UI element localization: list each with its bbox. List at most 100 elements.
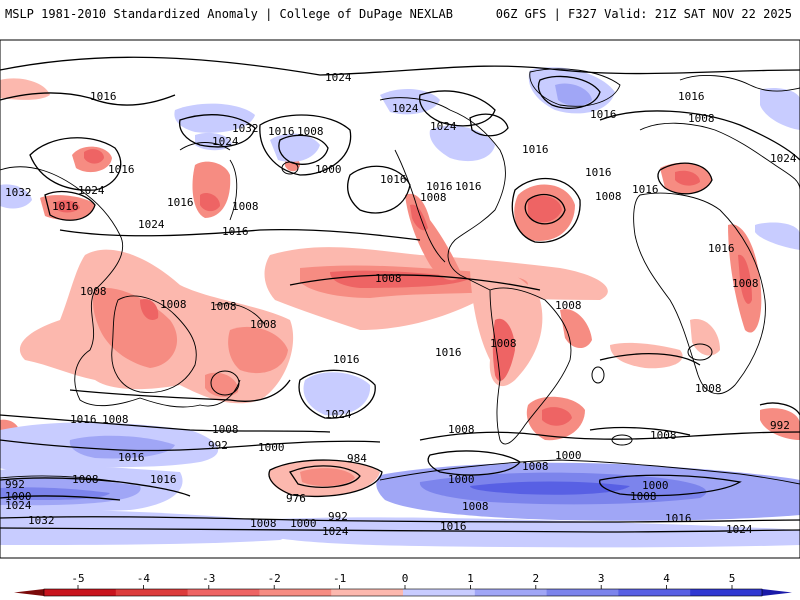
contour-label: 1024 xyxy=(322,525,349,538)
contour-label: 1008 xyxy=(650,429,677,442)
anomaly-patch xyxy=(228,326,288,374)
isobar xyxy=(289,465,361,488)
contour-label: 992 xyxy=(5,478,25,491)
contour-label: 1008 xyxy=(160,298,187,311)
isobar xyxy=(599,353,701,366)
isobar xyxy=(524,193,566,225)
isobar xyxy=(210,370,240,396)
contour-label: 1024 xyxy=(325,408,352,421)
isobar xyxy=(599,110,800,161)
contour-label: 1008 xyxy=(250,517,277,530)
coastline xyxy=(394,149,446,263)
contour-label: 1024 xyxy=(138,218,165,231)
anomaly-patch xyxy=(738,254,752,304)
isobar xyxy=(59,229,421,241)
colorbar-tick-label: -4 xyxy=(137,572,151,585)
colorbar-outline xyxy=(43,588,763,597)
colorbar-swatch xyxy=(44,589,117,596)
anomaly-patch xyxy=(55,200,80,213)
contour-label: 1008 xyxy=(448,423,475,436)
map-border xyxy=(0,39,800,559)
contour-label: 1008 xyxy=(297,125,324,138)
contour-label: 1016 xyxy=(632,183,659,196)
colorbar-tick-label: -3 xyxy=(202,572,215,585)
coastline xyxy=(679,75,800,92)
colorbar-tick-label: 0 xyxy=(402,572,409,585)
isobar xyxy=(427,450,521,476)
contour-label: 1008 xyxy=(232,200,259,213)
anomaly-patch xyxy=(560,309,592,349)
contour-label: 1008 xyxy=(462,500,489,513)
contour-label: 1000 xyxy=(555,449,582,462)
anomaly-patch xyxy=(84,149,104,164)
negative-anomaly-shading xyxy=(0,78,800,497)
anomaly-patch xyxy=(542,407,572,426)
contour-label: 1008 xyxy=(80,285,107,298)
isobar xyxy=(419,431,800,441)
anomaly-patch xyxy=(200,193,220,212)
colorbar-swatch xyxy=(187,589,260,596)
colorbar-swatch xyxy=(403,589,476,596)
colorbar-swatch xyxy=(474,589,548,596)
isobar xyxy=(591,366,605,384)
contour-label: 1008 xyxy=(555,299,582,312)
anomaly-patch xyxy=(755,222,800,250)
isobar xyxy=(44,191,96,221)
contour-label: 1016 xyxy=(90,90,117,103)
isobar xyxy=(0,527,800,533)
contour-label: 1016 xyxy=(52,200,79,213)
isobar xyxy=(419,90,496,127)
isobar xyxy=(589,426,691,436)
contour-label: 1008 xyxy=(102,413,129,426)
contour-label: 1024 xyxy=(392,102,419,115)
contour-label: 1008 xyxy=(695,382,722,395)
anomaly-patch xyxy=(675,170,700,186)
contour-label: 1000 xyxy=(5,490,32,503)
isobar xyxy=(469,113,509,137)
contour-label: 1016 xyxy=(380,173,407,186)
contour-label: 1024 xyxy=(212,135,239,148)
contour-label: 1008 xyxy=(630,490,657,503)
minor-isobars xyxy=(210,161,713,446)
contour-label: 1016 xyxy=(108,163,135,176)
isobar xyxy=(0,92,176,106)
header-valid-time: 06Z GFS | F327 Valid: 21Z SAT NOV 22 202… xyxy=(495,7,792,21)
colorbar-tick-label: 1 xyxy=(467,572,474,585)
colorbar-tick-label: 3 xyxy=(598,572,605,585)
isobar xyxy=(298,369,376,419)
contour-label: 992 xyxy=(328,510,348,523)
isobar xyxy=(657,162,713,195)
contour-label: 1008 xyxy=(522,460,549,473)
anomaly-patch xyxy=(205,372,239,397)
isobar xyxy=(268,459,383,498)
anomaly-patch xyxy=(640,502,760,517)
coastline xyxy=(379,459,800,485)
colorbar-swatch xyxy=(331,589,404,596)
anomaly-patch xyxy=(555,83,592,106)
contour-label: 1016 xyxy=(708,242,735,255)
coastlines xyxy=(0,68,800,485)
contour-label: 976 xyxy=(286,492,306,505)
contour-label: 1008 xyxy=(72,473,99,486)
contour-label: 1024 xyxy=(726,523,753,536)
contour-label: 1016 xyxy=(333,353,360,366)
contour-label: 1016 xyxy=(455,180,482,193)
anomaly-patch xyxy=(140,299,159,320)
coastline xyxy=(179,142,238,221)
anomaly-patch xyxy=(69,435,175,459)
colorbar-arrow-right xyxy=(762,589,792,596)
colorbar: -5 -4 -3 -2 -1 0 1 2 3 4 5 xyxy=(14,572,792,597)
header-title: MSLP 1981-2010 Standardized Anomaly | Co… xyxy=(5,7,453,21)
isobar xyxy=(0,439,381,452)
contour-label: 1024 xyxy=(5,499,32,512)
contour-label: 1016 xyxy=(435,346,462,359)
contour-label: 1016 xyxy=(167,196,194,209)
anomaly-patch xyxy=(0,184,32,209)
anomaly-patch xyxy=(303,372,371,416)
coastline xyxy=(214,303,266,326)
isobar xyxy=(0,414,331,433)
contour-label: 1008 xyxy=(732,277,759,290)
contour-label: 1024 xyxy=(430,120,457,133)
colorbar-tick-label: 5 xyxy=(729,572,736,585)
